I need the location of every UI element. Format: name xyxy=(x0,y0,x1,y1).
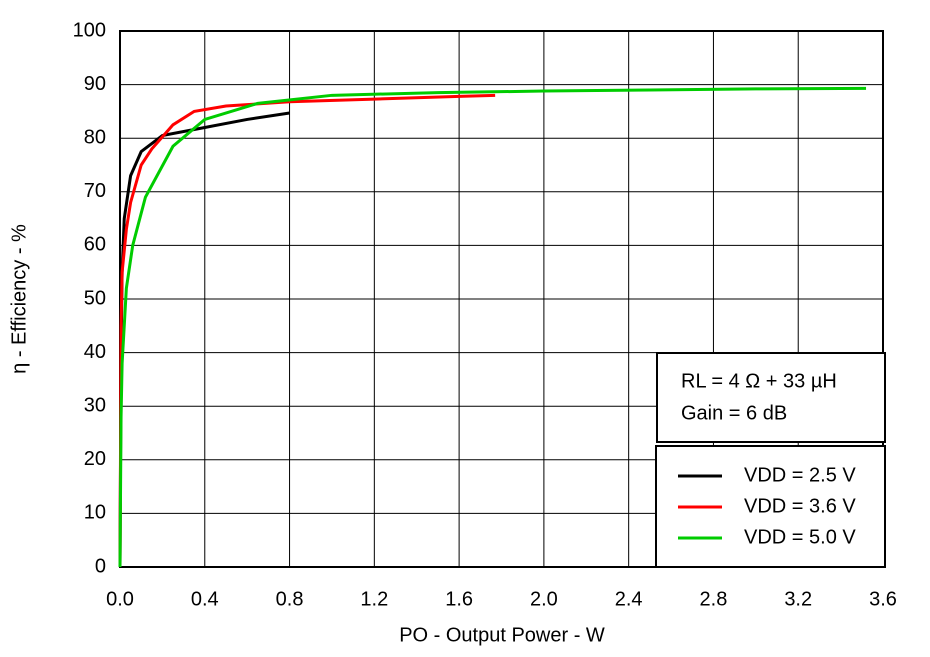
x-tick-label: 3.6 xyxy=(869,588,897,610)
y-axis-label: η - Efficiency - % xyxy=(8,224,30,374)
x-tick-label: 0.4 xyxy=(191,588,219,610)
y-tick-label: 50 xyxy=(84,287,106,309)
annotation: Gain = 6 dB xyxy=(681,402,787,424)
y-tick-label: 40 xyxy=(84,341,106,363)
y-tick-label: 60 xyxy=(84,234,106,256)
x-tick-label: 2.0 xyxy=(530,588,558,610)
legend-label: VDD = 3.6 V xyxy=(744,495,856,517)
plot-border xyxy=(119,30,884,568)
series-line xyxy=(118,86,867,568)
y-tick-label: 100 xyxy=(73,19,106,41)
x-tick-label: 1.2 xyxy=(360,588,388,610)
y-tick-label: 20 xyxy=(84,448,106,470)
annotation: RL = 4 Ω + 33 µH xyxy=(681,370,837,392)
x-tick-label: 2.4 xyxy=(615,588,643,610)
y-tick-label: 0 xyxy=(95,555,106,577)
annotation-box xyxy=(656,352,886,443)
series-line xyxy=(118,93,496,568)
y-tick-label: 90 xyxy=(84,73,106,95)
y-tick-label: 70 xyxy=(84,180,106,202)
x-tick-label: 3.2 xyxy=(784,588,812,610)
x-tick-label: 2.8 xyxy=(700,588,728,610)
legend-label: VDD = 5.0 V xyxy=(744,526,856,548)
x-tick-label: 0.8 xyxy=(276,588,304,610)
y-tick-label: 10 xyxy=(84,502,106,524)
y-tick-label: 30 xyxy=(84,394,106,416)
legend-label: VDD = 2.5 V xyxy=(744,464,856,486)
y-tick-label: 80 xyxy=(84,126,106,148)
x-tick-label: 0.0 xyxy=(106,588,134,610)
x-tick-label: 1.6 xyxy=(445,588,473,610)
x-axis-label: PO - Output Power - W xyxy=(399,624,605,646)
